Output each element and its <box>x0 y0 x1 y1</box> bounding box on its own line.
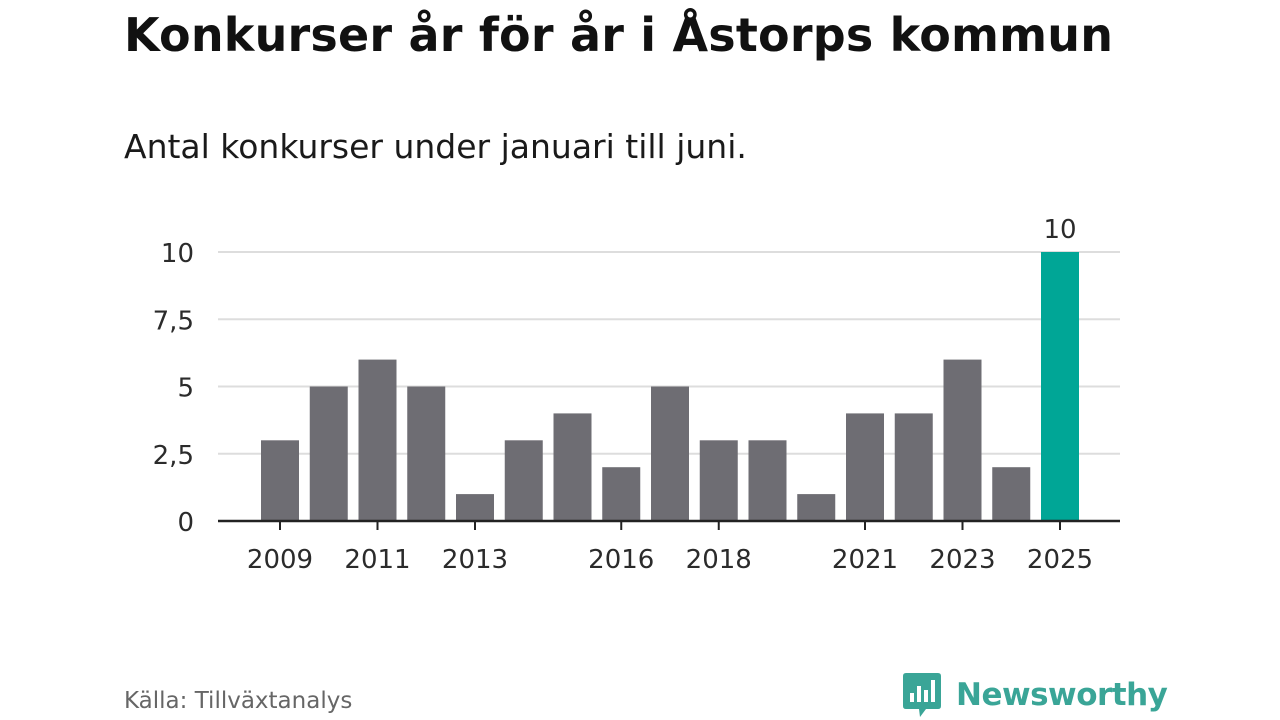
chart-subtitle: Antal konkurser under januari till juni. <box>124 127 747 166</box>
x-tick-label: 2011 <box>344 545 410 575</box>
bar-2022 <box>894 413 933 521</box>
bar-2013 <box>456 494 494 521</box>
y-tick-label: 0 <box>177 508 194 538</box>
chart-title: Konkurser år för år i Åstorps kommun <box>124 8 1114 62</box>
source-note: Källa: Tillväxtanalys <box>124 688 353 714</box>
bar-2018 <box>699 440 738 521</box>
bar-2023 <box>943 359 982 521</box>
bars <box>261 252 1079 521</box>
bar-2016 <box>602 467 641 521</box>
bar-2017 <box>651 386 689 521</box>
y-tick-label: 2,5 <box>153 441 194 471</box>
bar-2024 <box>992 467 1031 521</box>
y-tick-label: 10 <box>161 239 194 269</box>
bar-2014 <box>504 440 543 521</box>
x-tick-label: 2021 <box>832 545 898 575</box>
bar-2009 <box>261 440 299 521</box>
bar-2019 <box>748 440 787 521</box>
x-axis <box>218 519 1120 530</box>
newsworthy-logo-icon <box>903 673 941 717</box>
bar-2020 <box>797 494 836 521</box>
x-axis-tick-labels: 2009 2011 2013 2016 2018 2021 2023 2025 <box>247 545 1093 575</box>
x-tick-label: 2009 <box>247 545 313 575</box>
bar-2010 <box>309 386 348 521</box>
bar-2012 <box>407 386 446 521</box>
x-tick-label: 2013 <box>442 545 508 575</box>
bar-2021 <box>846 413 884 521</box>
bar-2015 <box>553 413 592 521</box>
y-tick-label: 7,5 <box>153 306 194 336</box>
y-tick-label: 5 <box>177 374 194 404</box>
brand-logo[interactable]: Newsworthy <box>902 671 1168 719</box>
x-tick-label: 2025 <box>1027 545 1093 575</box>
bar-2025 <box>1041 252 1079 521</box>
x-tick-label: 2018 <box>686 545 752 575</box>
x-tick-label: 2023 <box>929 545 995 575</box>
y-axis-tick-labels: 0 2,5 5 7,5 10 <box>153 239 194 538</box>
data-labels: 10 <box>1043 215 1076 245</box>
data-label: 10 <box>1043 215 1076 245</box>
x-tick-label: 2016 <box>588 545 654 575</box>
brand-name: Newsworthy <box>956 677 1168 713</box>
bar-2011 <box>358 359 397 521</box>
